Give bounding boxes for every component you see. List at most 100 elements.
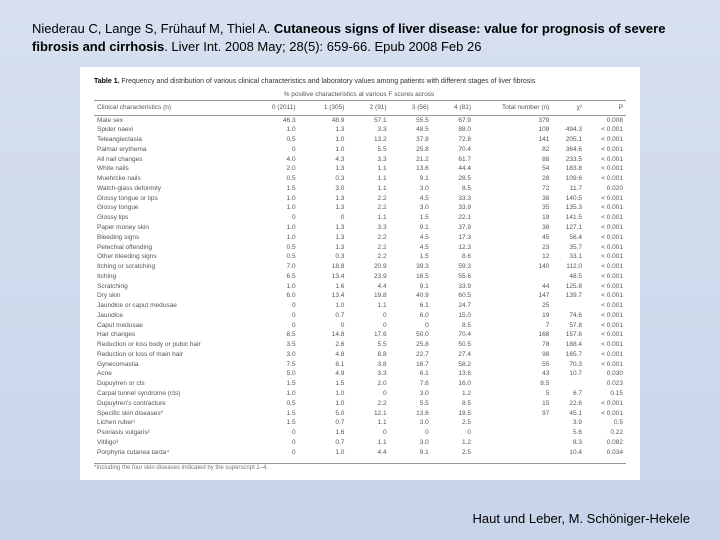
table-cell: 109 xyxy=(474,126,552,136)
table-cell: < 0.001 xyxy=(585,302,626,312)
table-cell: 8.5 xyxy=(432,399,474,409)
table-cell: 2.6 xyxy=(299,341,348,351)
table-cell: 54 xyxy=(474,165,552,175)
table-cell: Reduction or loss body or pubic hair xyxy=(94,341,244,351)
table-cell: 8.5 xyxy=(432,321,474,331)
table-cell: 57.8 xyxy=(552,321,585,331)
table-row: Bleeding signs1.01.32.24.517.34556.4< 0.… xyxy=(94,233,626,243)
table-row: Carpal tunnel syndrome (cts)1.01.003.01.… xyxy=(94,390,626,400)
table-row: White nails2.01.31.113.644.454183.8< 0.0… xyxy=(94,165,626,175)
table-cell: 22.1 xyxy=(432,214,474,224)
table-cell: 1.3 xyxy=(299,223,348,233)
table-cell: 22.7 xyxy=(390,350,432,360)
table-cell: 45.1 xyxy=(552,409,585,419)
table-cell: 205.1 xyxy=(552,136,585,146)
table-cell: 4.9 xyxy=(299,370,348,380)
table-cell: < 0.001 xyxy=(585,194,626,204)
table-cell: 1.1 xyxy=(347,419,389,429)
table-cell: 1.0 xyxy=(299,448,348,458)
table-cell: 0.3 xyxy=(299,253,348,263)
table-cell: 2.2 xyxy=(347,399,389,409)
table-cell: 2.5 xyxy=(432,448,474,458)
table-row: Gynecomastia7.58.13.816.758.25570.3< 0.0… xyxy=(94,360,626,370)
table-cell: 0.5 xyxy=(244,399,299,409)
table-cell: 35.7 xyxy=(552,243,585,253)
table-cell: 13.6 xyxy=(390,165,432,175)
table-cell: < 0.001 xyxy=(585,409,626,419)
table-cell: 7 xyxy=(474,321,552,331)
table-cell: 45 xyxy=(474,233,552,243)
table-cell: Muehrcke nails xyxy=(94,175,244,185)
table-cell: Acne xyxy=(94,370,244,380)
table-cell: < 0.001 xyxy=(585,136,626,146)
table-cell: 1.0 xyxy=(299,136,348,146)
table-cell: 135.3 xyxy=(552,204,585,214)
table-cell: 8.6 xyxy=(432,253,474,263)
table-cell: 0 xyxy=(390,429,432,439)
table-cell: 57.1 xyxy=(347,116,389,126)
table-cell: Bleeding signs xyxy=(94,233,244,243)
table-cell: < 0.001 xyxy=(585,253,626,263)
table-cell: 11.7 xyxy=(552,184,585,194)
table-row: Dupuytren or cts1.51.52.07.616.08.50.023 xyxy=(94,380,626,390)
table-cell: Dry skin xyxy=(94,292,244,302)
table-cell: 6.5 xyxy=(244,272,299,282)
table-cell: 25.8 xyxy=(390,145,432,155)
table-cell: 112.0 xyxy=(552,263,585,273)
table-cell: 3.3 xyxy=(347,126,389,136)
data-table-container: Table 1. Frequency and distribution of v… xyxy=(80,67,640,480)
table-column-header: 0 (2011) xyxy=(244,101,299,116)
table-cell: 0 xyxy=(299,214,348,224)
table-cell: 38 xyxy=(474,223,552,233)
table-cell: 5.5 xyxy=(347,341,389,351)
table-cell: 7.6 xyxy=(390,380,432,390)
table-cell: 59.3 xyxy=(432,263,474,273)
table-cell: 168 xyxy=(474,331,552,341)
table-cell: 5.0 xyxy=(299,409,348,419)
table-cell: Lichen ruber¹ xyxy=(94,419,244,429)
table-cell: 24.7 xyxy=(432,302,474,312)
table-cell: 494.3 xyxy=(552,126,585,136)
table-cell xyxy=(474,448,552,458)
table-cell: 1.5 xyxy=(244,380,299,390)
table-cell: 1.0 xyxy=(299,302,348,312)
table-cell: 12.3 xyxy=(432,243,474,253)
table-cell: 6.7 xyxy=(552,390,585,400)
table-cell: 56.4 xyxy=(552,233,585,243)
table-row: Petechial offending0.51.32.24.512.32335.… xyxy=(94,243,626,253)
table-cell: 140 xyxy=(474,263,552,273)
table-row: Itching6.513.423.916.555.648.5< 0.001 xyxy=(94,272,626,282)
table-cell: 37.9 xyxy=(390,136,432,146)
table-superheader: % positive characteristics at various F … xyxy=(244,91,474,101)
table-cell: 33.3 xyxy=(432,194,474,204)
table-cell xyxy=(474,272,552,282)
table-cell: 3.0 xyxy=(390,438,432,448)
table-cell: 4.4 xyxy=(347,448,389,458)
table-cell: 72.8 xyxy=(432,136,474,146)
table-caption-bold: Table 1. xyxy=(94,78,120,85)
citation-block: Niederau C, Lange S, Frühauf M, Thiel A.… xyxy=(0,0,720,67)
table-cell: 141.5 xyxy=(552,214,585,224)
table-cell: Vitiligo³ xyxy=(94,438,244,448)
table-cell: 3.0 xyxy=(390,419,432,429)
table-cell: 33.9 xyxy=(432,204,474,214)
table-cell: 74.6 xyxy=(552,311,585,321)
table-caption: Table 1. Frequency and distribution of v… xyxy=(94,77,626,86)
table-cell: 0 xyxy=(347,311,389,321)
table-cell: 0 xyxy=(244,321,299,331)
table-cell: 13.6 xyxy=(390,409,432,419)
table-cell: 48.5 xyxy=(552,272,585,282)
table-cell: Glossy lips xyxy=(94,214,244,224)
table-cell: 97 xyxy=(474,409,552,419)
table-cell: 10.4 xyxy=(552,448,585,458)
table-cell: 8.5 xyxy=(432,184,474,194)
table-cell: 18.8 xyxy=(299,263,348,273)
table-cell: 28 xyxy=(474,175,552,185)
table-cell: 48.9 xyxy=(299,116,348,126)
table-cell: 157.6 xyxy=(552,331,585,341)
table-cell: 0.5 xyxy=(585,419,626,429)
table-cell: 188.4 xyxy=(552,341,585,351)
table-cell: All nail changes xyxy=(94,155,244,165)
table-cell: < 0.001 xyxy=(585,263,626,273)
table-cell: 0 xyxy=(299,321,348,331)
